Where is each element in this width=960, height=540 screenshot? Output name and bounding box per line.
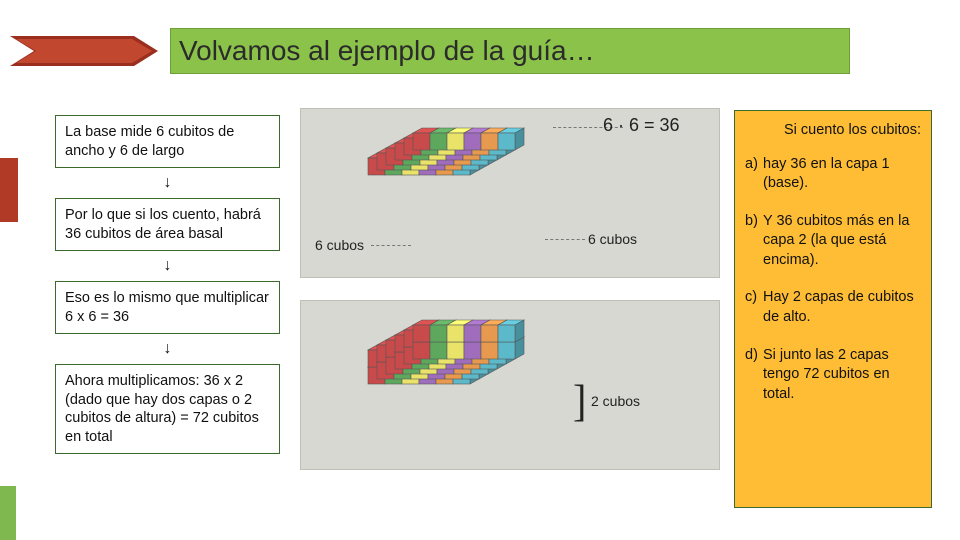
chevron-decoration [10, 36, 158, 66]
figure-2-wrap: ] 2 cubos [300, 300, 720, 470]
item-label: a) [745, 155, 758, 175]
right-item-c: c) Hay 2 capas de cubitos de alto. [745, 288, 921, 327]
figure-1-wrap: 6 · 6 = 36 6 cubos 6 cubos [300, 108, 720, 278]
item-text: hay 36 en la capa 1 (base). [763, 156, 890, 192]
figure-2: ] 2 cubos [313, 311, 707, 461]
down-arrow-icon: ↓ [55, 257, 280, 275]
right-item-a: a)hay 36 en la capa 1 (base). [745, 155, 921, 194]
item-label: c) [745, 288, 757, 308]
right-heading: Si cuento los cubitos: [745, 121, 921, 141]
left-box-3: Eso es lo mismo que multiplicar 6 x 6 = … [55, 281, 280, 334]
left-box-2-text: Por lo que si los cuento, habrá 36 cubit… [65, 207, 261, 242]
right-item-b: b)Y 36 cubitos más en la capa 2 (la que … [745, 212, 921, 271]
left-accent-bar [0, 158, 18, 222]
item-text: Hay 2 capas de cubitos de alto. [763, 289, 914, 325]
slide-title: Volvamos al ejemplo de la guía… [170, 28, 850, 74]
left-box-1: La base mide 6 cubitos de ancho y 6 de l… [55, 115, 280, 168]
center-figures: 6 · 6 = 36 6 cubos 6 cubos ] 2 cubos [300, 108, 720, 470]
item-label: b) [745, 212, 758, 232]
item-text: Y 36 cubitos más en la capa 2 (la que es… [763, 213, 909, 268]
right-panel: Si cuento los cubitos: a)hay 36 en la ca… [734, 110, 932, 508]
item-label: d) [745, 346, 758, 366]
right-list: a)hay 36 en la capa 1 (base). b)Y 36 cub… [745, 155, 921, 405]
left-column: La base mide 6 cubitos de ancho y 6 de l… [55, 115, 280, 454]
down-arrow-icon: ↓ [55, 174, 280, 192]
figure-1: 6 · 6 = 36 6 cubos 6 cubos [313, 119, 707, 269]
right-item-d: d)Si junto las 2 capas tengo 72 cubitos … [745, 346, 921, 405]
left-box-2: Por lo que si los cuento, habrá 36 cubit… [55, 198, 280, 251]
item-text: Si junto las 2 capas tengo 72 cubitos en… [763, 347, 890, 402]
left-box-4-text: Ahora multiplicamos: 36 x 2 (dado que ha… [65, 373, 259, 445]
left-box-1-text: La base mide 6 cubitos de ancho y 6 de l… [65, 124, 234, 159]
left-box-3-text: Eso es lo mismo que multiplicar 6 x 6 = … [65, 290, 269, 325]
slide-title-text: Volvamos al ejemplo de la guía… [179, 35, 595, 67]
bottom-accent-bar [0, 486, 16, 540]
down-arrow-icon: ↓ [55, 340, 280, 358]
left-box-4: Ahora multiplicamos: 36 x 2 (dado que ha… [55, 364, 280, 454]
